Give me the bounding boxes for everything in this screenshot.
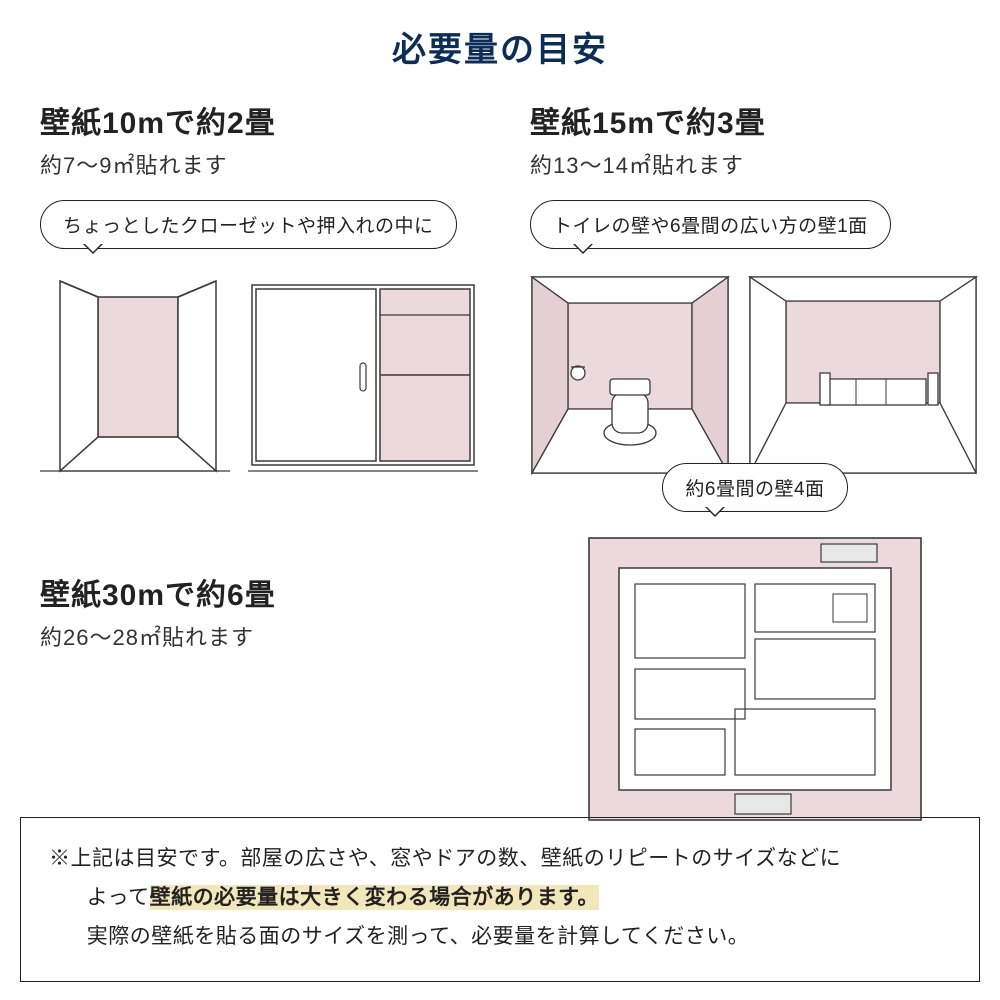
amount-block-30m-illustration: 約6畳間の壁4面 bbox=[530, 463, 980, 824]
block-subtitle: 約13〜14㎡貼れます bbox=[530, 148, 980, 180]
block-bubble: ちょっとしたクローゼットや押入れの中に bbox=[40, 200, 457, 249]
amount-block-15m: 壁紙15mで約3畳 約13〜14㎡貼れます トイレの壁や6畳間の広い方の壁1面 bbox=[530, 98, 980, 475]
illustration-row bbox=[530, 275, 980, 475]
oshiire-illustration bbox=[248, 275, 478, 475]
room-topview-illustration bbox=[585, 534, 925, 824]
room-onewall-illustration bbox=[748, 275, 978, 475]
toilet-room-illustration bbox=[530, 275, 730, 475]
page-title: 必要量の目安 bbox=[0, 0, 1000, 71]
block-bubble: 約6畳間の壁4面 bbox=[662, 463, 847, 512]
block-title: 壁紙10mで約2畳 bbox=[40, 98, 500, 142]
block-title: 壁紙15mで約3畳 bbox=[530, 98, 980, 142]
note-line-1: ※上記は目安です。部屋の広さや、窓やドアの数、壁紙のリピートのサイズなどに bbox=[49, 840, 951, 879]
note-line-2-pre: よって bbox=[87, 886, 150, 909]
illustration-row bbox=[530, 534, 980, 824]
amount-block-10m: 壁紙10mで約2畳 約7〜9㎡貼れます ちょっとしたクローゼットや押入れの中に bbox=[40, 98, 500, 475]
closet-illustration bbox=[40, 275, 230, 475]
block-title: 壁紙30mで約6畳 bbox=[40, 570, 500, 614]
block-subtitle: 約7〜9㎡貼れます bbox=[40, 148, 500, 180]
note-line-3: 実際の壁紙を貼る面のサイズを測って、必要量を計算してください。 bbox=[49, 918, 951, 957]
disclaimer-box: ※上記は目安です。部屋の広さや、窓やドアの数、壁紙のリピートのサイズなどに よっ… bbox=[20, 817, 980, 982]
illustration-row bbox=[40, 275, 500, 475]
note-line-2: よって壁紙の必要量は大きく変わる場合があります。 bbox=[49, 879, 951, 918]
block-subtitle: 約26〜28㎡貼れます bbox=[40, 620, 500, 652]
block-bubble: トイレの壁や6畳間の広い方の壁1面 bbox=[530, 200, 891, 249]
amount-block-30m: 壁紙30mで約6畳 約26〜28㎡貼れます bbox=[40, 570, 500, 652]
note-highlight: 壁紙の必要量は大きく変わる場合があります。 bbox=[150, 885, 599, 910]
